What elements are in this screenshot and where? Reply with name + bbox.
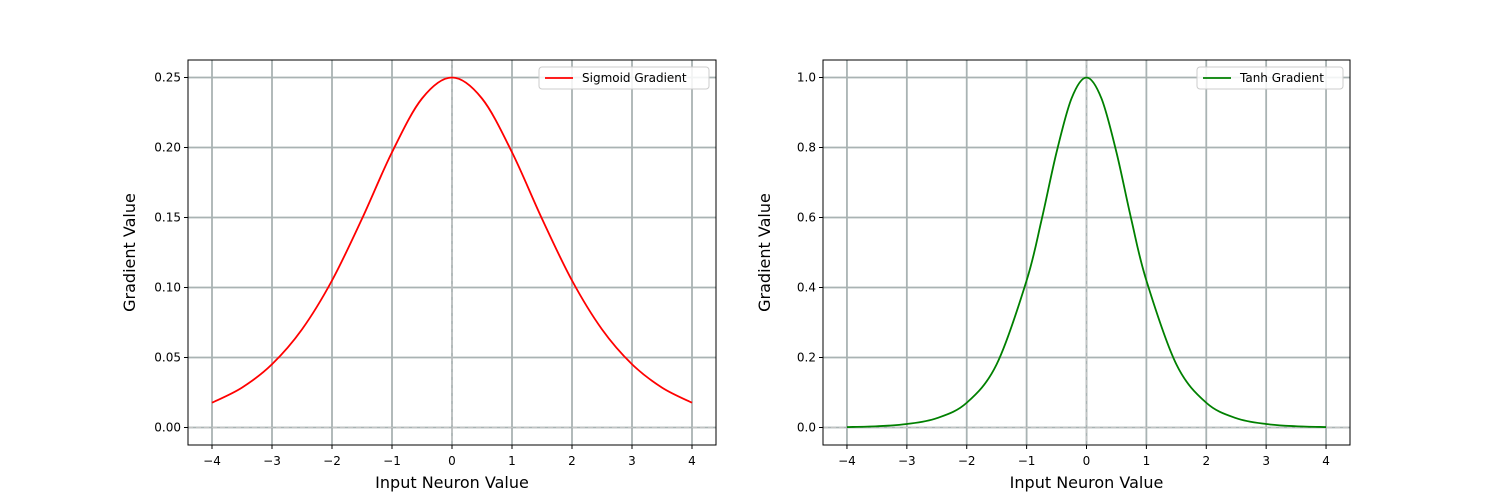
y-tick-label: 0.15 xyxy=(154,211,181,225)
y-tick-label: 0.2 xyxy=(797,351,816,365)
legend-label: Tanh Gradient xyxy=(1239,71,1324,85)
y-tick-label: 0.8 xyxy=(797,141,816,155)
x-axis-label: Input Neuron Value xyxy=(375,473,529,492)
x-tick-label: 1 xyxy=(1143,454,1151,468)
legend-box xyxy=(1196,66,1344,90)
y-tick-label: 0.25 xyxy=(154,71,181,85)
chart-panel-2: −4 −3 −2 −1 0 1 2 3 4 0.0 0.2 0.4 0.6 0.8 1.0 Input Neu… xyxy=(755,59,1351,492)
x-tick-label: 2 xyxy=(1202,454,1210,468)
legend-box xyxy=(538,66,710,90)
y-tick-label: 1.0 xyxy=(797,71,816,85)
x-tick-label: −1 xyxy=(383,454,401,468)
y-tick-label: 0.05 xyxy=(154,351,181,365)
legend-label: Sigmoid Gradient xyxy=(582,71,687,85)
x-tick-label: 4 xyxy=(1322,454,1330,468)
y-tick-label: 0.0 xyxy=(797,421,816,435)
y-tick-label: 0.4 xyxy=(797,281,816,295)
x-axis-label: Input Neuron Value xyxy=(1010,473,1164,492)
x-tick-label: −4 xyxy=(203,454,221,468)
y-tick-label: 0.00 xyxy=(154,421,181,435)
series-line-sigmoid-gradient xyxy=(211,76,693,404)
y-axis-label: Gradient Value xyxy=(755,193,774,312)
x-tick-label: −2 xyxy=(958,454,976,468)
x-tick-label: −1 xyxy=(1018,454,1036,468)
series-line-tanh-gradient xyxy=(846,76,1327,428)
x-tick-label: −4 xyxy=(838,454,856,468)
x-tick-label: 2 xyxy=(568,454,576,468)
x-tick-label: 4 xyxy=(688,454,696,468)
y-tick-label: 0.6 xyxy=(797,211,816,225)
chart-panel-1: −4 −3 −2 −1 0 1 2 3 4 0.00 0.05 0.10 0.15 0.20 0.25 Inp… xyxy=(120,59,717,492)
x-tick-label: 0 xyxy=(1083,454,1091,468)
y-axis-label: Gradient Value xyxy=(120,193,139,312)
x-tick-label: 1 xyxy=(508,454,516,468)
legend: Tanh Gradient xyxy=(1196,66,1344,90)
x-tick-label: 3 xyxy=(1262,454,1270,468)
legend: Sigmoid Gradient xyxy=(538,66,710,90)
x-tick-label: −3 xyxy=(263,454,281,468)
y-tick-label: 0.20 xyxy=(154,141,181,155)
x-tick-label: −2 xyxy=(323,454,341,468)
x-tick-label: 0 xyxy=(448,454,456,468)
x-tick-label: −3 xyxy=(898,454,916,468)
x-tick-label: 3 xyxy=(628,454,636,468)
y-tick-label: 0.10 xyxy=(154,281,181,295)
